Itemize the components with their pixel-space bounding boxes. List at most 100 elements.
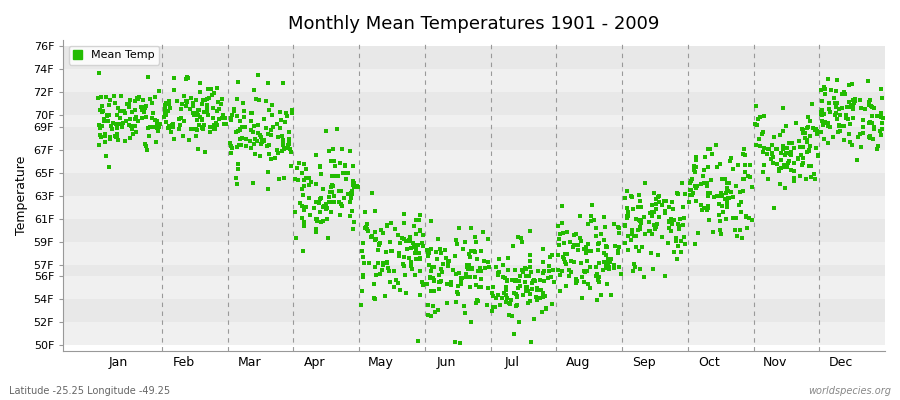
Point [563, 258, 578, 264]
Point [590, 247, 605, 254]
Point [192, 107, 206, 113]
Point [104, 122, 118, 129]
Point [174, 114, 188, 121]
Point [292, 200, 307, 206]
Point [278, 119, 293, 125]
Point [392, 250, 407, 256]
Point [185, 100, 200, 106]
Point [157, 114, 171, 120]
Point [536, 246, 551, 252]
Point [356, 253, 370, 260]
Point [471, 268, 485, 274]
Point [139, 114, 153, 120]
Point [176, 117, 191, 124]
Point [474, 276, 489, 283]
Point [428, 278, 442, 284]
Point [599, 243, 614, 249]
Point [151, 124, 166, 130]
Point [738, 151, 752, 158]
Point [428, 309, 442, 315]
Point [433, 266, 447, 272]
Point [726, 166, 741, 172]
Point [683, 180, 698, 186]
Point [247, 123, 261, 130]
Point [864, 120, 878, 126]
Point [770, 161, 784, 168]
Point [720, 204, 734, 210]
Point [876, 126, 890, 132]
Point [604, 256, 618, 262]
Point [571, 246, 585, 253]
Point [690, 183, 705, 190]
Point [498, 275, 512, 281]
Point [122, 122, 136, 128]
Point [733, 227, 747, 233]
Point [565, 244, 580, 250]
Point [499, 292, 513, 298]
Point [238, 124, 252, 130]
Point [345, 188, 359, 194]
Point [452, 225, 466, 232]
Point [119, 118, 133, 124]
Point [317, 203, 331, 209]
Point [374, 226, 388, 233]
Point [486, 293, 500, 300]
Point [702, 217, 716, 223]
Point [612, 230, 626, 236]
Point [111, 137, 125, 144]
Point [683, 192, 698, 198]
Point [713, 226, 727, 233]
Point [377, 293, 392, 300]
Point [824, 87, 838, 94]
Point [778, 164, 792, 170]
Point [309, 152, 323, 158]
Point [669, 238, 683, 244]
Point [709, 163, 724, 170]
Point [340, 191, 355, 197]
Point [392, 253, 406, 259]
Point [701, 164, 716, 170]
Point [840, 103, 854, 110]
Point [756, 169, 770, 176]
Point [778, 162, 793, 168]
Point [567, 241, 581, 248]
Point [808, 126, 823, 132]
Point [452, 270, 466, 276]
Point [828, 112, 842, 118]
Point [368, 229, 382, 236]
Point [413, 256, 428, 262]
Point [194, 117, 209, 123]
Point [741, 172, 755, 179]
Point [309, 199, 323, 205]
Point [573, 238, 588, 244]
Point [760, 146, 775, 152]
Point [166, 87, 181, 93]
Point [796, 126, 810, 133]
Point [94, 123, 109, 130]
Point [158, 109, 173, 115]
Point [649, 206, 663, 212]
Point [764, 156, 778, 162]
Point [650, 220, 664, 227]
Point [862, 99, 877, 105]
Point [551, 252, 565, 258]
Point [603, 259, 617, 266]
Point [175, 101, 189, 107]
Point [688, 198, 703, 204]
Point [765, 151, 779, 157]
Point [338, 162, 352, 168]
Point [193, 122, 207, 128]
Point [174, 106, 188, 112]
Point [191, 106, 205, 113]
Point [729, 182, 743, 189]
Point [311, 200, 326, 206]
Point [874, 86, 888, 92]
Point [607, 265, 621, 271]
Point [256, 137, 271, 143]
Point [802, 147, 816, 153]
Point [291, 177, 305, 184]
Point [719, 186, 733, 192]
Point [714, 189, 728, 196]
Point [637, 214, 652, 220]
Point [122, 104, 136, 110]
